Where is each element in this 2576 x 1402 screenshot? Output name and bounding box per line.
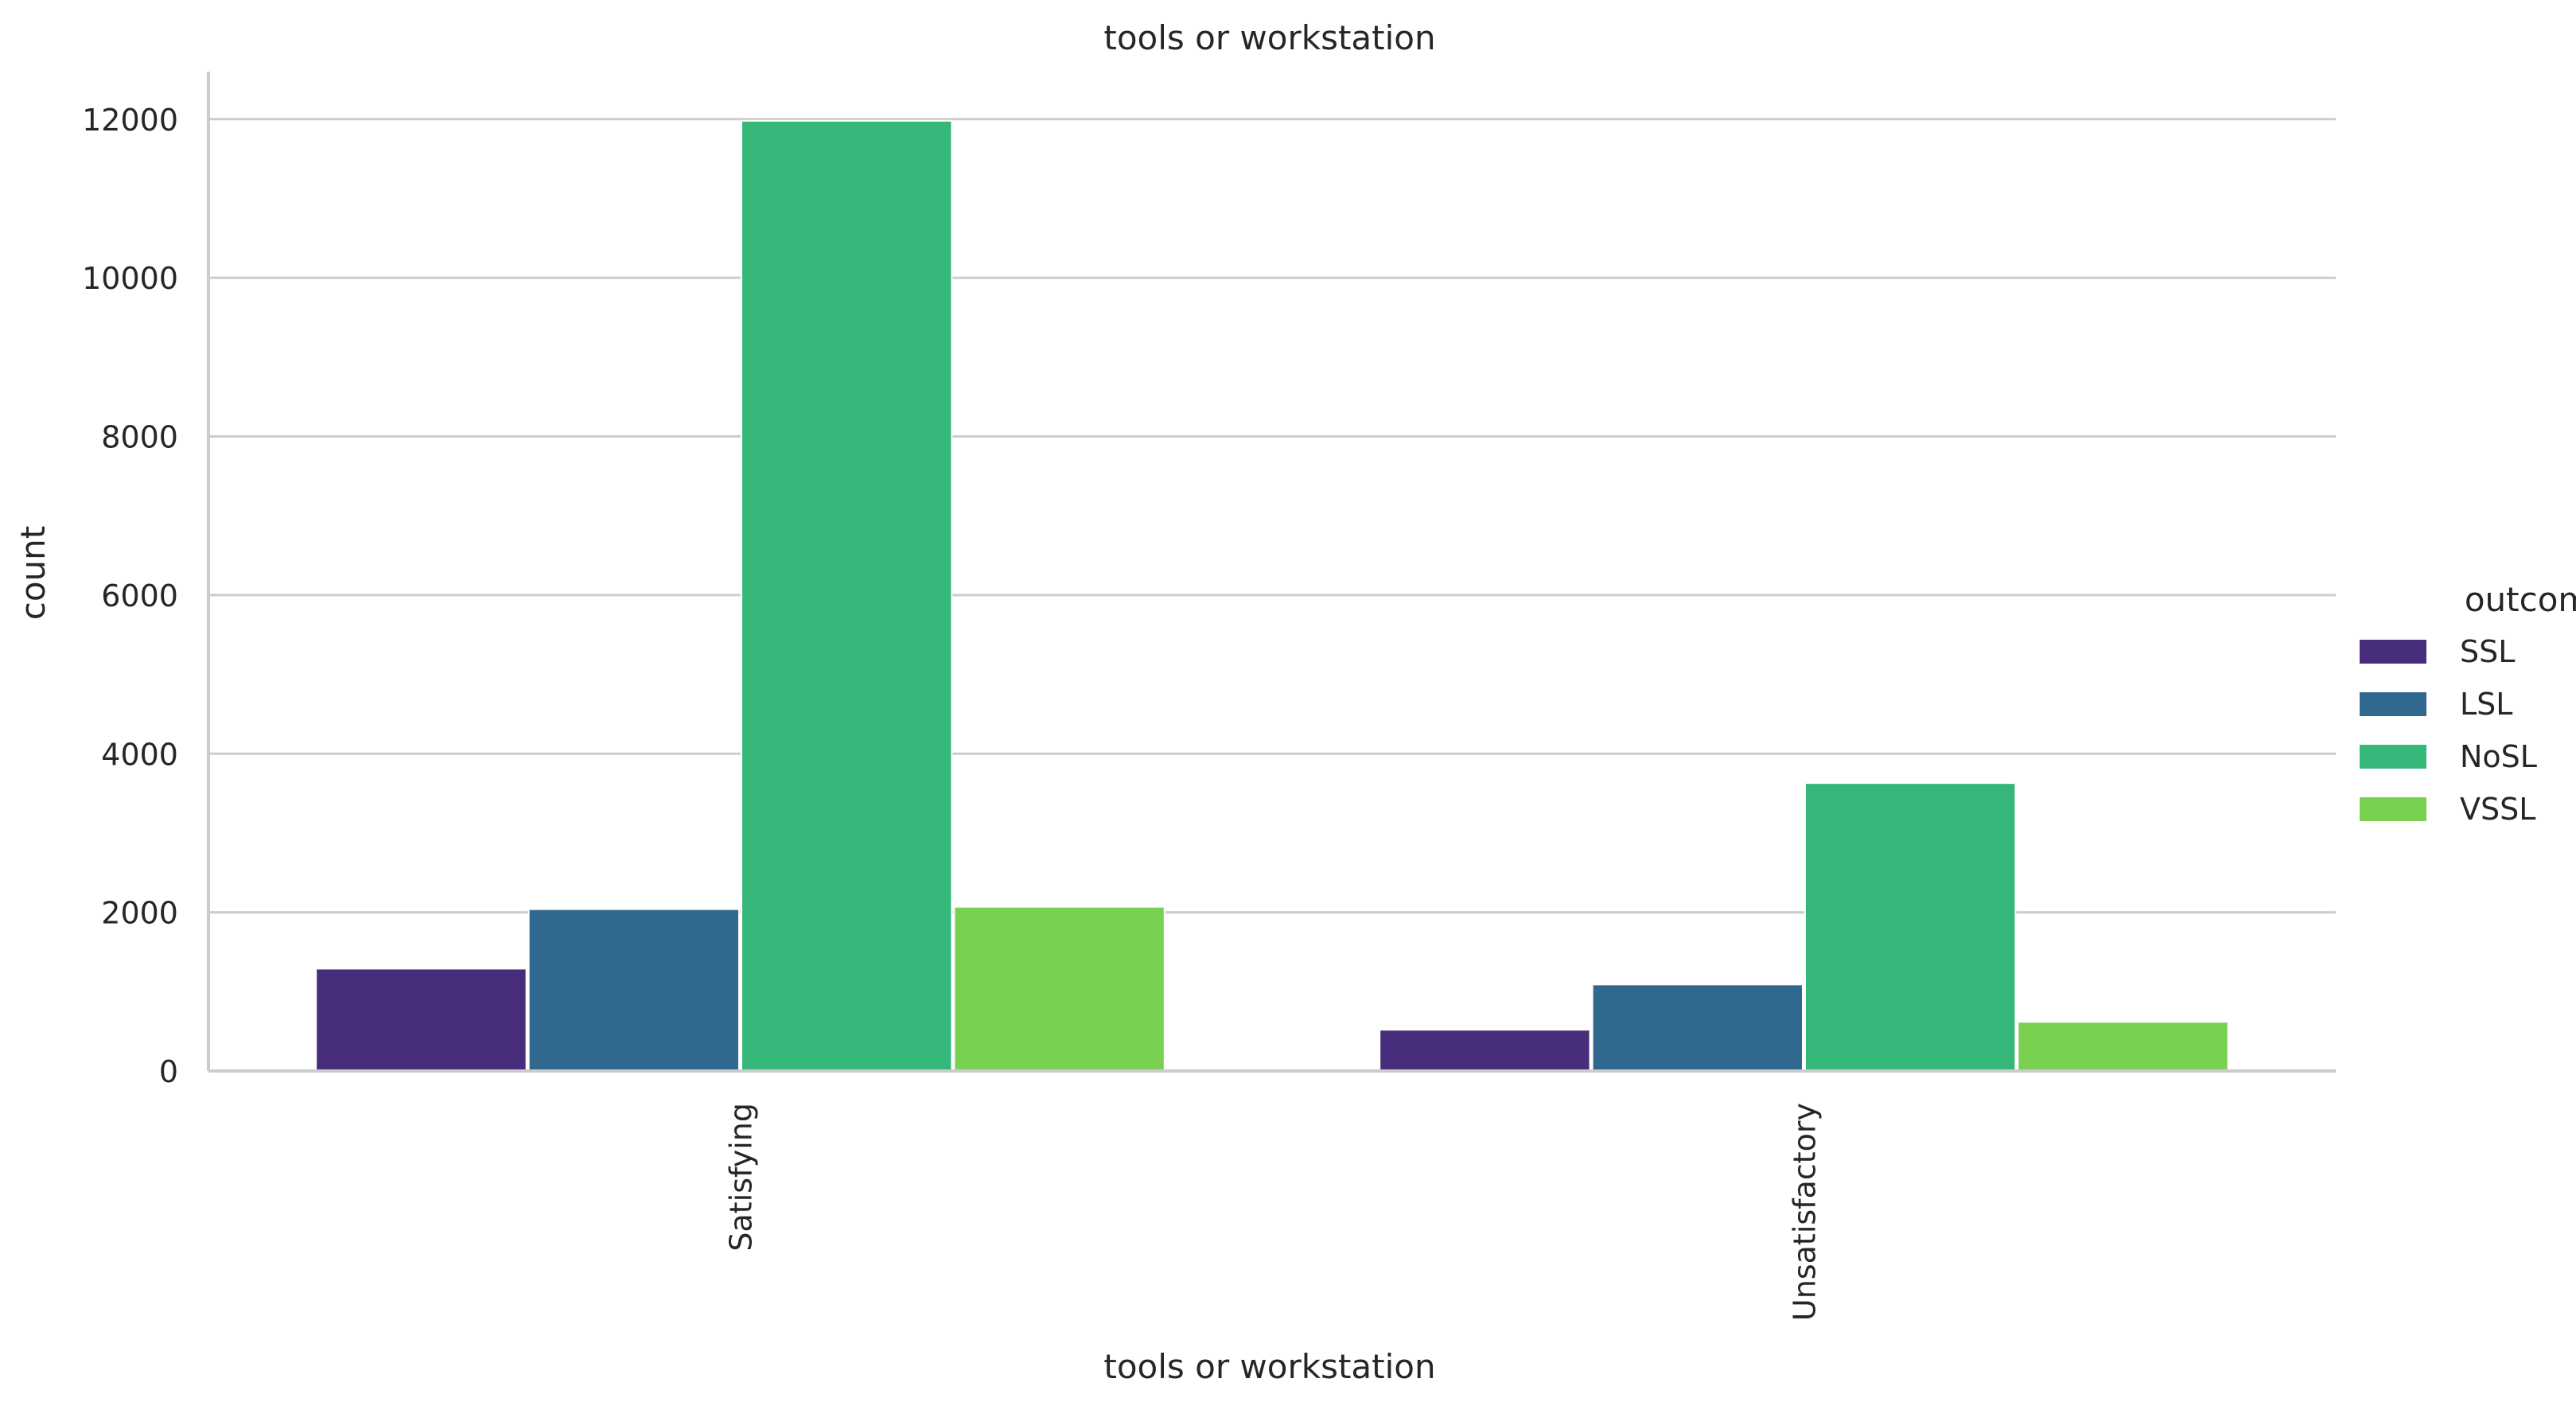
legend-label-lsl: LSL: [2460, 687, 2512, 722]
y-tick-label: 8000: [101, 420, 178, 455]
bar-lsl-satisfying: [527, 908, 740, 1072]
bar-vssl-satisfying: [953, 905, 1165, 1072]
x-tick-label: Unsatisfactory: [1788, 1103, 1823, 1321]
bar-ssl-unsatisfactory: [1379, 1029, 1591, 1072]
legend-title: outcome: [2465, 580, 2576, 619]
x-tick-label: Satisfying: [724, 1103, 759, 1252]
y-axis-label: count: [14, 526, 53, 621]
x-axis-label: tools or workstation: [1103, 1347, 1435, 1386]
legend-swatch-nosl: [2360, 745, 2426, 769]
y-tick-label: 10000: [82, 261, 178, 296]
bar-nosl-unsatisfactory: [1804, 782, 2017, 1073]
legend-swatch-lsl: [2360, 692, 2426, 716]
bar-lsl-unsatisfactory: [1591, 983, 1804, 1073]
legend-swatch-vssl: [2360, 797, 2426, 821]
x-tick-labels: Satisfying Unsatisfactory: [724, 1103, 1823, 1321]
legend-label-ssl: SSL: [2460, 634, 2515, 669]
y-gridlines: [208, 118, 2336, 1073]
y-tick-label: 2000: [101, 896, 178, 931]
bars: [315, 119, 2229, 1073]
legend-swatch-ssl: [2360, 640, 2426, 664]
bar-ssl-satisfying: [315, 968, 527, 1073]
legend-label-nosl: NoSL: [2460, 739, 2537, 774]
axes: [207, 72, 2336, 1073]
y-tick-label: 12000: [82, 103, 178, 138]
y-tick-label: 6000: [101, 578, 178, 613]
y-tick-labels: 0 2000 4000 6000 8000 10000 12000: [82, 103, 178, 1089]
chart-title: tools or workstation: [1103, 18, 1435, 57]
legend: outcome SSL LSL NoSL VSSL: [2360, 580, 2576, 827]
bar-vssl-unsatisfactory: [2017, 1021, 2229, 1072]
y-tick-label: 4000: [101, 737, 178, 772]
legend-label-vssl: VSSL: [2460, 792, 2535, 827]
y-tick-label: 0: [159, 1054, 178, 1089]
bar-nosl-satisfying: [741, 119, 953, 1072]
